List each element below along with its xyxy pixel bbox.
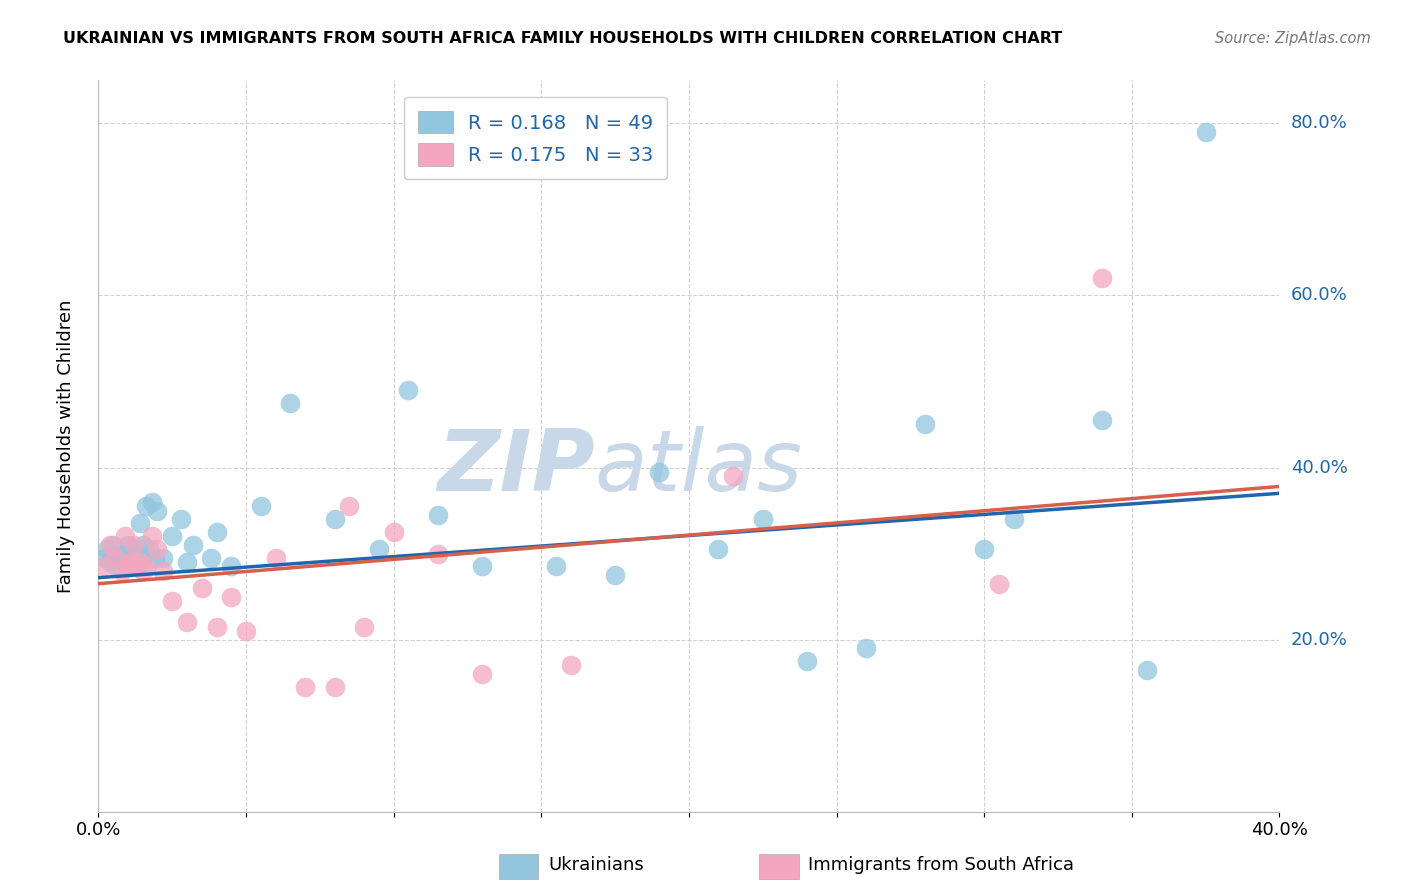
Point	[170, 512, 193, 526]
Point	[250, 500, 273, 514]
Point	[796, 654, 818, 668]
Text: ZIP: ZIP	[437, 426, 595, 509]
Point	[143, 550, 166, 565]
Point	[398, 383, 420, 397]
Point	[98, 555, 121, 569]
Point	[117, 538, 139, 552]
Point	[280, 396, 302, 410]
Point	[752, 512, 775, 526]
Point	[353, 620, 375, 634]
Point	[339, 500, 361, 514]
Point	[114, 529, 136, 543]
Text: UKRAINIAN VS IMMIGRANTS FROM SOUTH AFRICA FAMILY HOUSEHOLDS WITH CHILDREN CORREL: UKRAINIAN VS IMMIGRANTS FROM SOUTH AFRIC…	[63, 31, 1063, 46]
Point	[105, 559, 128, 574]
Point	[128, 516, 150, 531]
Point	[914, 417, 936, 432]
Point	[132, 538, 155, 552]
Point	[146, 542, 169, 557]
Point	[973, 542, 995, 557]
Point	[141, 529, 163, 543]
Point	[162, 529, 183, 543]
Point	[221, 590, 243, 604]
Point	[176, 555, 198, 569]
Point	[323, 680, 346, 694]
Point	[605, 568, 627, 582]
Point	[176, 615, 198, 630]
Point	[128, 555, 150, 569]
Point	[1091, 413, 1114, 427]
Point	[93, 559, 115, 574]
Text: atlas: atlas	[595, 426, 803, 509]
Point	[323, 512, 346, 526]
Point	[1002, 512, 1025, 526]
Point	[120, 542, 142, 557]
Point	[988, 576, 1011, 591]
Point	[98, 538, 121, 552]
Point	[546, 559, 568, 574]
Text: 40.0%: 40.0%	[1291, 458, 1347, 476]
Legend: R = 0.168   N = 49, R = 0.175   N = 33: R = 0.168 N = 49, R = 0.175 N = 33	[404, 97, 666, 179]
Point	[368, 542, 391, 557]
Point	[427, 508, 450, 522]
Point	[122, 538, 145, 552]
Point	[93, 550, 115, 565]
Point	[138, 542, 160, 557]
Point	[707, 542, 730, 557]
Point	[125, 559, 148, 574]
Point	[181, 538, 204, 552]
Point	[132, 564, 155, 578]
Point	[264, 550, 287, 565]
Text: 60.0%: 60.0%	[1291, 286, 1347, 304]
Point	[122, 550, 145, 565]
Text: 20.0%: 20.0%	[1291, 631, 1347, 648]
Text: 80.0%: 80.0%	[1291, 114, 1347, 132]
Y-axis label: Family Households with Children: Family Households with Children	[56, 300, 75, 592]
Point	[152, 550, 174, 565]
Point	[96, 542, 118, 557]
Point	[152, 564, 174, 578]
Point	[471, 559, 494, 574]
Point	[382, 524, 405, 539]
Point	[235, 624, 257, 638]
Point	[135, 559, 157, 574]
Point	[141, 495, 163, 509]
Point	[191, 581, 214, 595]
Point	[135, 500, 157, 514]
Point	[205, 620, 228, 634]
Point	[560, 658, 582, 673]
Point	[103, 538, 125, 552]
Point	[221, 559, 243, 574]
Point	[105, 550, 128, 565]
Point	[1136, 663, 1159, 677]
Point	[108, 550, 131, 565]
Point	[125, 559, 148, 574]
Text: Source: ZipAtlas.com: Source: ZipAtlas.com	[1215, 31, 1371, 46]
Point	[1195, 125, 1218, 139]
Point	[120, 555, 142, 569]
Point	[114, 555, 136, 569]
Point	[200, 550, 222, 565]
Text: Ukrainians: Ukrainians	[548, 856, 644, 874]
Point	[855, 641, 877, 656]
Point	[146, 503, 169, 517]
Point	[648, 465, 671, 479]
Point	[117, 550, 139, 565]
Point	[205, 524, 228, 539]
Point	[1091, 271, 1114, 285]
Text: Immigrants from South Africa: Immigrants from South Africa	[808, 856, 1074, 874]
Point	[111, 564, 134, 578]
Point	[427, 547, 450, 561]
Point	[117, 559, 139, 574]
Point	[132, 550, 155, 565]
Point	[471, 667, 494, 681]
Point	[294, 680, 316, 694]
Point	[111, 547, 134, 561]
Point	[723, 469, 745, 483]
Point	[162, 594, 183, 608]
